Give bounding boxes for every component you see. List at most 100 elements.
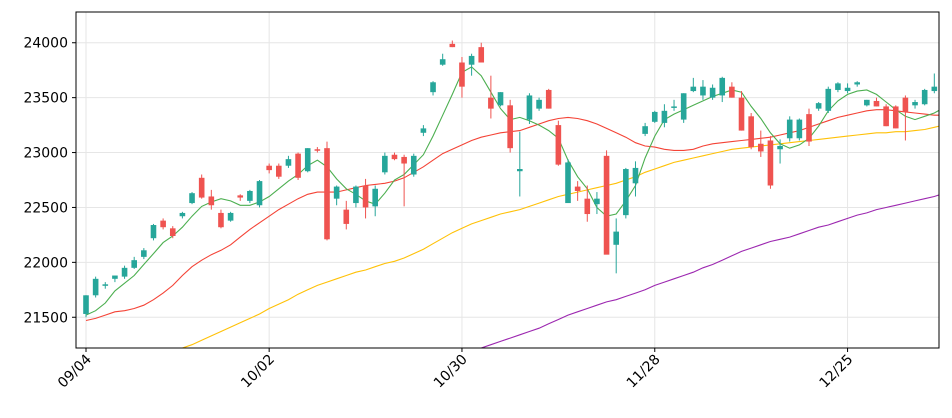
x-tick-label: 11/28 <box>624 352 664 392</box>
candle-body <box>208 196 215 206</box>
candle-body <box>478 47 485 63</box>
candle <box>189 192 195 205</box>
candle-body <box>353 186 359 204</box>
candle <box>892 105 899 129</box>
candle-body <box>83 295 89 314</box>
candle <box>179 211 186 219</box>
candle-body <box>931 86 938 92</box>
candle-body <box>815 103 822 109</box>
candle <box>507 99 513 153</box>
candle <box>295 152 301 180</box>
candle-body <box>584 198 591 215</box>
candle <box>401 154 407 207</box>
candle <box>333 185 340 206</box>
candle <box>651 110 658 123</box>
candle <box>488 75 494 119</box>
candle <box>883 104 889 127</box>
candle-body <box>198 177 205 198</box>
candle <box>218 209 224 229</box>
candle <box>767 136 774 189</box>
candle-body <box>786 119 793 139</box>
candle <box>517 131 523 197</box>
candle <box>237 194 244 201</box>
candle-body <box>497 92 504 106</box>
candle <box>459 57 465 98</box>
y-tick-label: 21500 <box>23 310 68 326</box>
candles <box>83 40 938 318</box>
candle-body <box>121 267 128 277</box>
candle-body <box>545 89 552 109</box>
candle <box>372 185 378 217</box>
candle-body <box>131 260 137 268</box>
candle <box>208 189 215 210</box>
candle-body <box>921 89 928 105</box>
candle <box>102 282 109 289</box>
candle <box>439 53 446 66</box>
candle <box>276 163 282 179</box>
candle <box>198 174 205 199</box>
candle-body <box>902 97 909 112</box>
candle <box>574 181 581 201</box>
candle-body <box>825 88 832 111</box>
candle-body <box>150 225 157 239</box>
candle <box>112 275 118 283</box>
candle <box>324 141 330 241</box>
grid-lines <box>76 12 939 348</box>
candle-body <box>112 275 118 279</box>
candle-body <box>237 195 244 198</box>
candle-body <box>796 119 803 139</box>
candle <box>921 88 928 106</box>
candle-body <box>468 55 475 65</box>
candle-body <box>700 86 706 96</box>
candle <box>632 161 639 197</box>
candle-body <box>777 145 783 150</box>
candle <box>121 265 128 279</box>
candle <box>603 150 610 255</box>
candle <box>449 40 456 48</box>
candle <box>410 153 417 177</box>
candle <box>565 159 571 204</box>
candle-body <box>141 250 147 257</box>
candle-body <box>738 97 745 131</box>
candle-body <box>536 99 542 109</box>
candle <box>623 167 629 219</box>
candle-body <box>276 165 282 177</box>
candle <box>661 104 668 128</box>
candle-body <box>729 86 735 98</box>
candle-body <box>835 83 841 90</box>
candle-body <box>160 220 166 228</box>
candle-body <box>227 212 234 221</box>
candle-body <box>295 153 301 178</box>
candle <box>169 226 176 239</box>
candle-body <box>690 86 697 92</box>
candle-body <box>189 193 195 204</box>
candle-body <box>623 169 629 216</box>
candle <box>92 276 99 298</box>
candle <box>343 200 350 230</box>
candle <box>314 147 321 153</box>
candle-body <box>169 228 176 236</box>
candle-body <box>642 126 648 134</box>
candle-body <box>449 43 456 48</box>
candle <box>555 120 562 166</box>
candle <box>526 93 533 124</box>
candle-body <box>671 106 677 108</box>
candle-body <box>401 156 407 164</box>
candle-body <box>333 186 340 199</box>
candle-body <box>304 148 311 172</box>
candle <box>594 192 600 215</box>
candle <box>536 97 542 111</box>
candle-body <box>758 143 764 152</box>
candle-body <box>748 116 754 148</box>
candle-body <box>603 155 610 255</box>
candle <box>864 99 870 107</box>
plot-frame <box>75 11 940 349</box>
candle <box>835 82 841 93</box>
candle-body <box>661 110 668 123</box>
y-tick-label: 22500 <box>23 200 68 216</box>
candle <box>285 155 292 168</box>
candle <box>815 102 822 111</box>
ma20-line <box>85 109 939 322</box>
candle <box>545 88 552 109</box>
